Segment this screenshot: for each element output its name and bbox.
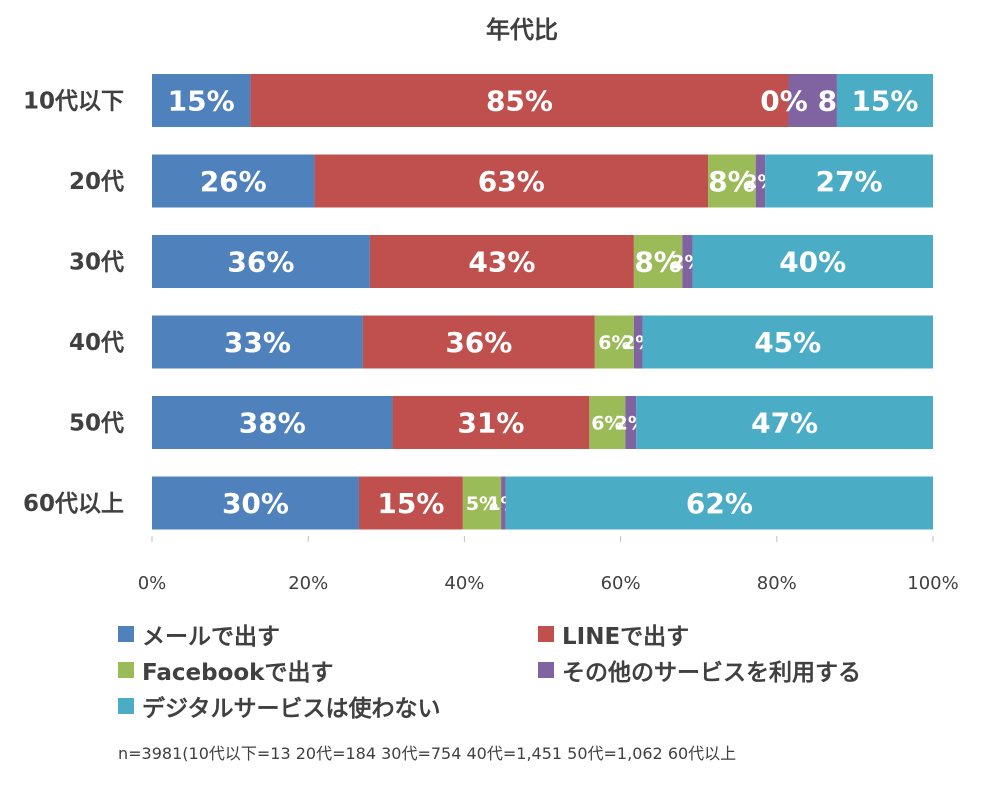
data-label: 27% <box>816 165 883 198</box>
legend-item: デジタルサービスは使わない <box>118 690 538 722</box>
bar-segment <box>505 476 933 530</box>
bar-segment <box>152 315 363 369</box>
bar-segment <box>152 396 393 449</box>
legend: メールで出す LINEで出す Facebookで出す その他のサービスを利用するデジタ… <box>118 618 958 722</box>
legend-label: メールで出す <box>142 624 280 650</box>
legend-item: メールで出す <box>118 618 538 650</box>
bar-segment <box>692 235 933 288</box>
bar-segment <box>152 154 315 208</box>
data-label: 62% <box>686 487 753 520</box>
category-label: 40代 <box>69 330 124 356</box>
x-tick-label: 0% <box>138 573 167 594</box>
x-tick-label: 40% <box>444 573 484 594</box>
bar-segment <box>642 315 933 369</box>
data-label: 63% <box>478 165 545 198</box>
category-label: 30代 <box>69 250 124 276</box>
data-label: 33% <box>224 326 291 359</box>
legend-label: その他のサービスを利用する <box>562 660 861 686</box>
bar-segment <box>633 315 643 369</box>
legend-label: デジタルサービスは使わない <box>142 696 441 722</box>
data-label: 8% <box>634 246 682 279</box>
legend-swatch <box>538 626 554 642</box>
legend-swatch <box>118 698 134 714</box>
category-label: 20代 <box>69 169 124 195</box>
legend-swatch <box>118 662 134 678</box>
bar-segment <box>594 315 634 369</box>
category-labels: 10代以下 20代 30代 40代 50代 60代以上 <box>23 89 124 518</box>
x-axis: 0% 20% 40% 60% 80% 100% <box>138 536 959 594</box>
legend-item: LINEで出す <box>538 618 958 650</box>
x-tick-label: 80% <box>757 573 797 594</box>
x-tick-label: 20% <box>288 573 328 594</box>
bar-segment <box>636 396 933 449</box>
data-label: 15% <box>168 85 235 118</box>
data-label: 45% <box>754 326 821 359</box>
data-label: 8% <box>708 165 756 198</box>
bar-segment <box>152 235 370 288</box>
bar-segment <box>589 396 626 449</box>
bar-segment <box>314 154 709 208</box>
data-label: 36% <box>227 246 294 279</box>
bar-segment <box>682 235 693 288</box>
legend-label: Facebookで出す <box>142 660 334 686</box>
bar-segment <box>625 396 637 449</box>
chart-title: 年代比 <box>486 16 558 44</box>
bars-group: 15% 85% 0% 8%15%26% 63% 8%2% 27%36% 43% 8%2% 40%… <box>152 74 933 530</box>
legend-label: LINEで出す <box>562 624 690 650</box>
bar-segment <box>755 154 766 208</box>
bar-segment <box>250 74 789 127</box>
data-label: 26% <box>200 165 267 198</box>
sample-size-footnote: n=3981(10代以下=13 20代=184 30代=754 40代=1,45… <box>118 744 737 763</box>
data-label: 31% <box>457 407 524 440</box>
bar-segment <box>462 476 502 530</box>
data-label: 85% <box>486 85 553 118</box>
bar-segment <box>788 74 837 127</box>
category-label: 50代 <box>69 411 124 437</box>
bar-segment <box>358 476 463 530</box>
bar-segment <box>836 74 933 127</box>
x-tick-label: 100% <box>907 573 958 594</box>
bar-segment <box>152 74 251 127</box>
data-label: 15% <box>851 85 918 118</box>
bar-segment <box>152 476 359 530</box>
data-label: 36% <box>445 326 512 359</box>
data-label: 5% <box>466 493 498 515</box>
x-tick-label: 60% <box>601 573 641 594</box>
data-label: 15% <box>377 487 444 520</box>
bar-segment <box>501 476 506 530</box>
data-label: 30% <box>222 487 289 520</box>
bar-segment <box>362 315 595 369</box>
data-label: 40% <box>779 246 846 279</box>
legend-swatch <box>118 626 134 642</box>
data-label: 38% <box>239 407 306 440</box>
bar-segment <box>765 154 933 208</box>
bar-segment <box>708 154 756 208</box>
data-label: 43% <box>468 246 535 279</box>
stacked-bar-chart: 年代比 15% 85% 0% 8%15%26% 63% 8%2% 27%36% 43% 8%2… <box>23 16 959 594</box>
category-label: 10代以下 <box>23 89 124 115</box>
data-label: 6% <box>591 412 623 434</box>
bar-segment <box>369 235 634 288</box>
legend-item: その他のサービスを利用する <box>538 654 958 686</box>
bar-segment <box>392 396 590 449</box>
legend-item: Facebookで出す <box>118 654 538 686</box>
legend-swatch <box>538 662 554 678</box>
data-label: 6% <box>598 332 630 354</box>
data-label: 47% <box>751 407 818 440</box>
category-label: 60代以上 <box>23 491 124 517</box>
bar-segment <box>633 235 683 288</box>
